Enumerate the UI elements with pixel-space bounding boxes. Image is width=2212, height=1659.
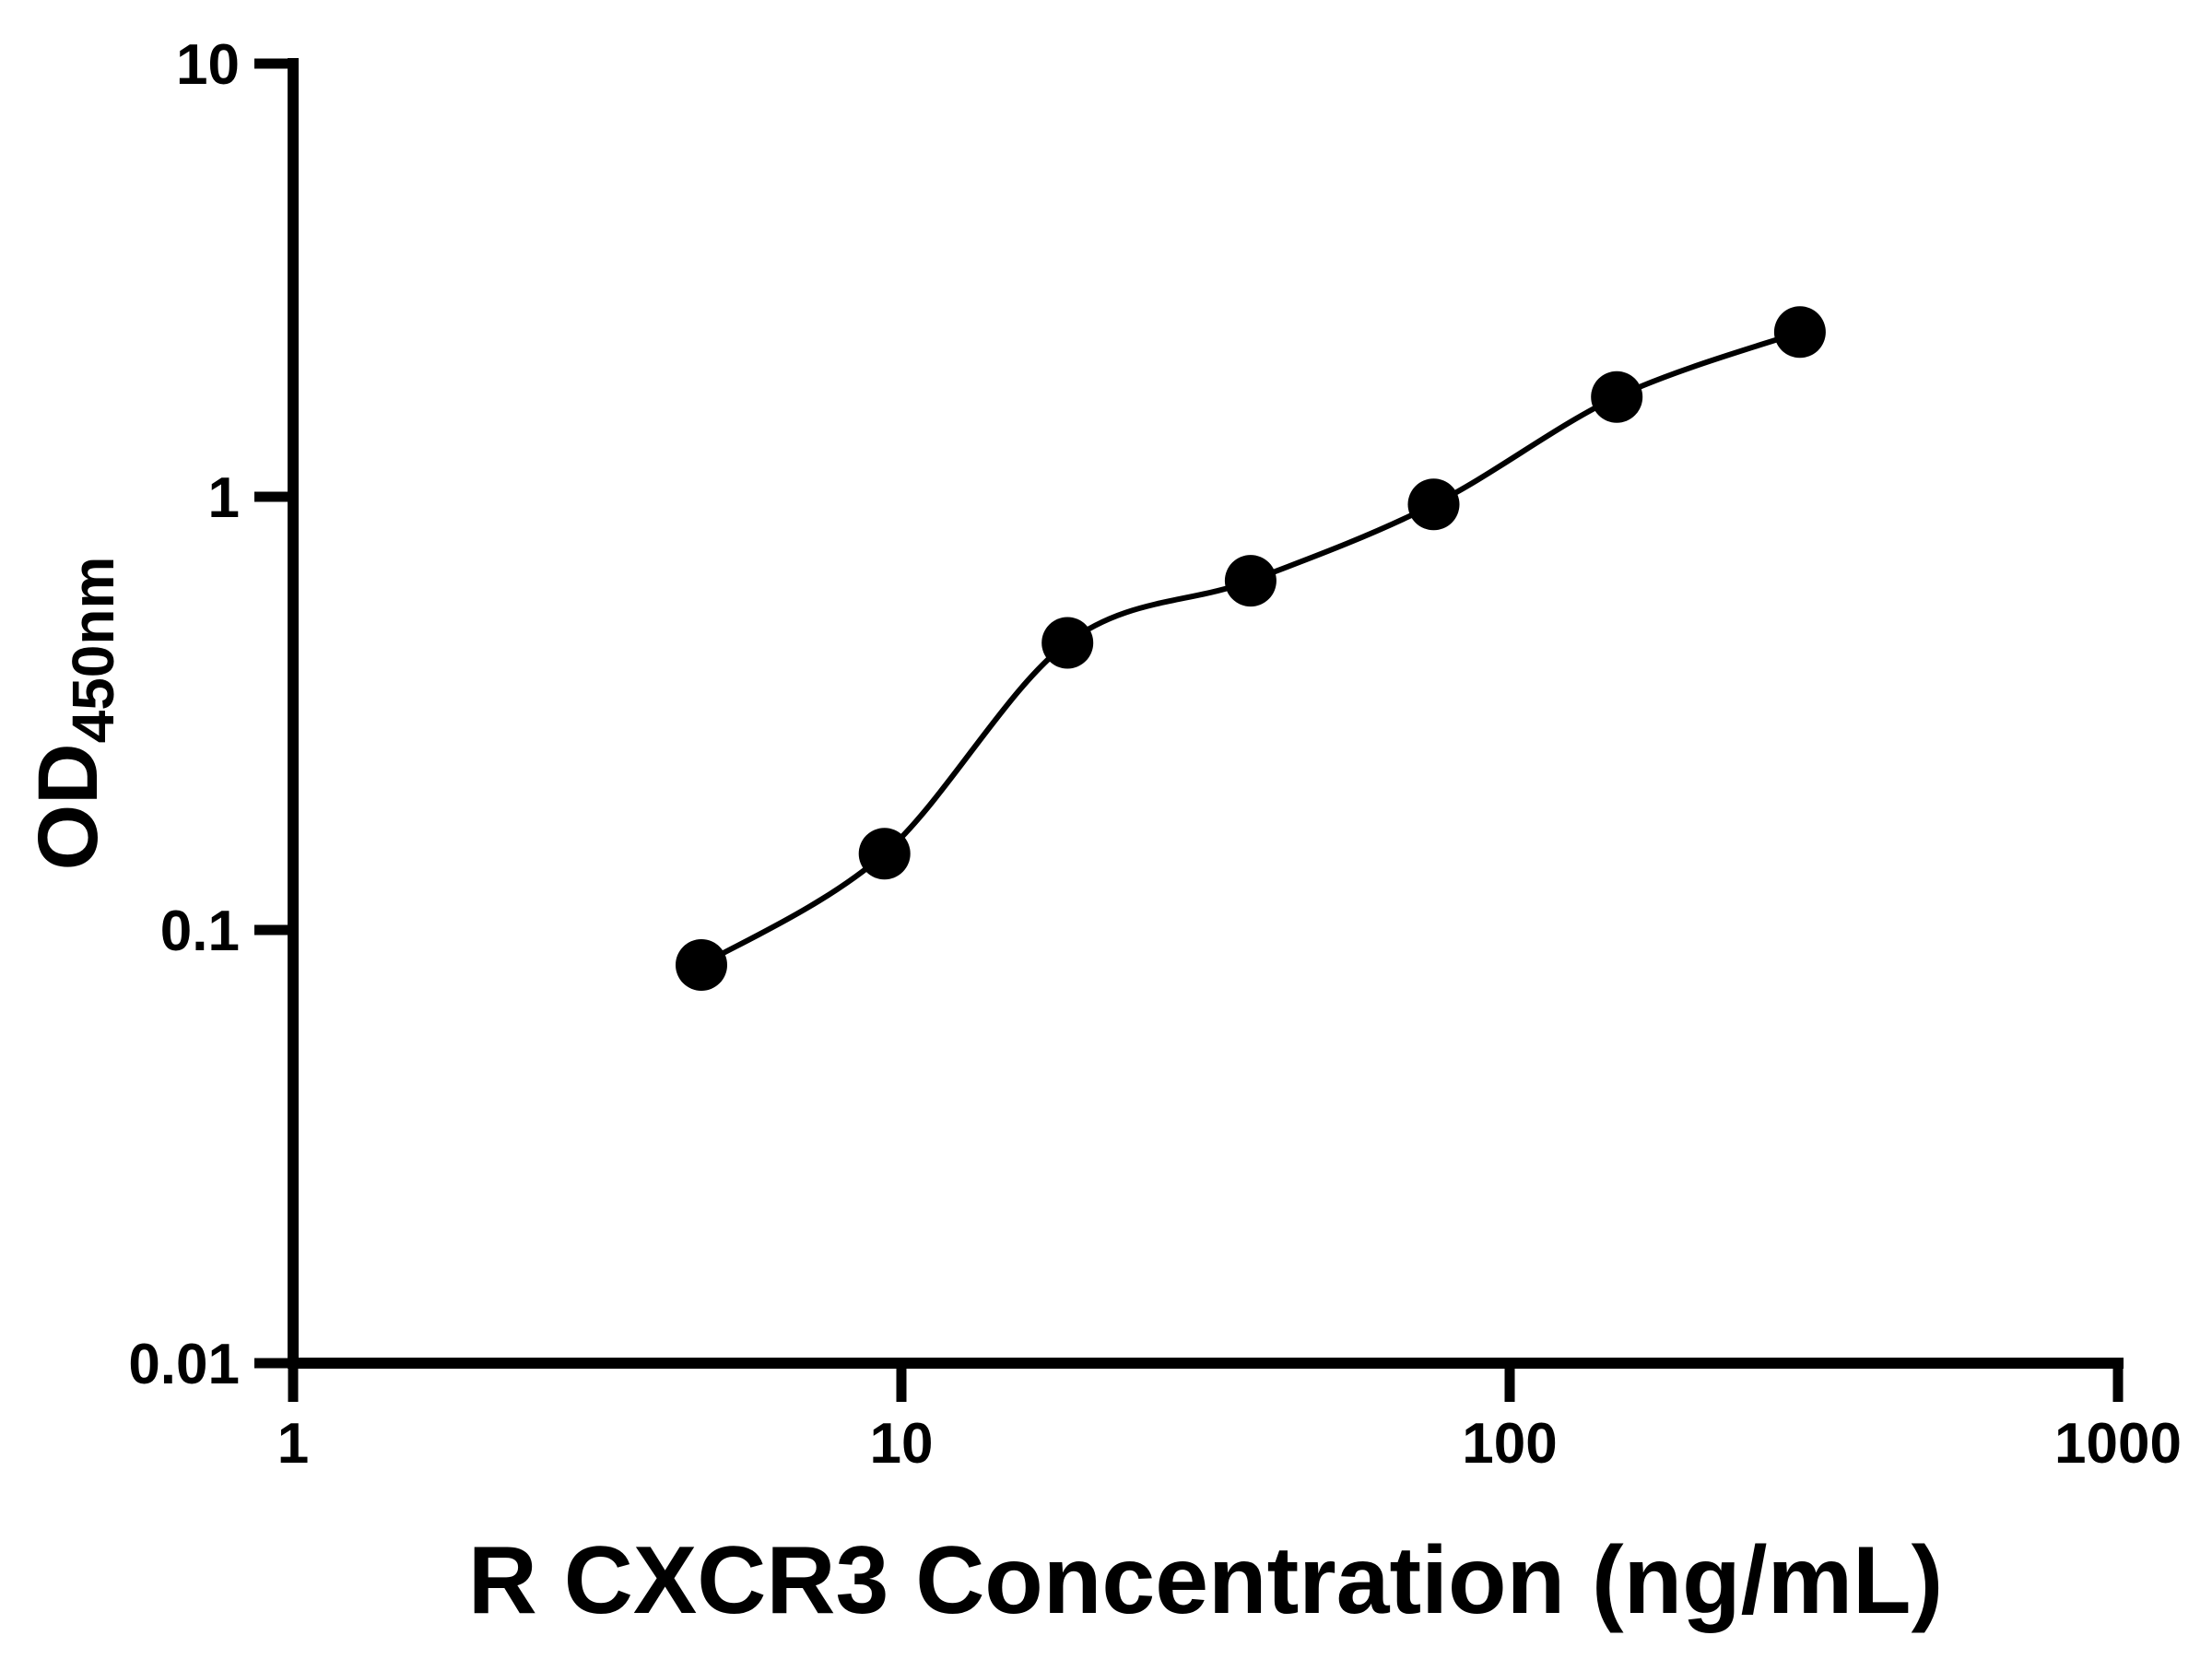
data-point-5 — [1407, 478, 1460, 531]
x-tick-label-1: 1 — [277, 1412, 309, 1476]
y-tick-label-0.01: 0.01 — [128, 1333, 240, 1396]
data-point-2 — [858, 828, 911, 880]
tick-labels-layer: 1 10 100 1000 0.01 0.1 1 10 — [128, 33, 2182, 1476]
y-axis-title-subscript: 450nm — [60, 557, 126, 744]
data-point-6 — [1591, 371, 1643, 423]
x-tick-label-1000: 1000 — [2054, 1412, 2182, 1476]
data-point-7 — [1773, 306, 1826, 359]
y-axis-title: OD450nm — [21, 557, 126, 871]
y-tick-label-10: 10 — [176, 33, 240, 97]
x-tick-label-100: 100 — [1462, 1412, 1557, 1476]
y-tick-label-0.1: 0.1 — [160, 900, 240, 963]
ticks-layer — [254, 58, 2124, 1402]
data-point-1 — [676, 939, 727, 991]
y-axis-title-main: OD — [21, 743, 115, 870]
x-axis-title: R CXCR3 Concentration (ng/mL) — [468, 1527, 1943, 1634]
x-tick-label-10: 10 — [870, 1412, 934, 1476]
data-point-3 — [1041, 617, 1094, 669]
data-points-layer — [676, 306, 1826, 991]
data-point-4 — [1224, 555, 1277, 607]
y-tick-label-1: 1 — [208, 466, 240, 530]
axes-layer — [288, 58, 2124, 1369]
